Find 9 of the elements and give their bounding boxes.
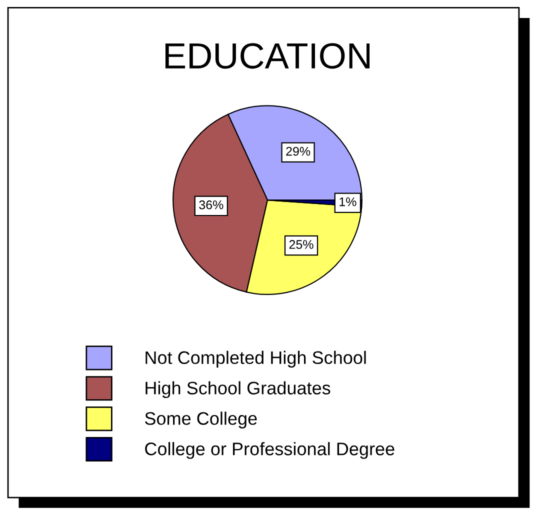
data-label: 29% (286, 146, 310, 156)
data-label: 25% (289, 240, 314, 249)
legend-label: Some College (145, 412, 257, 428)
chart-title: EDUCATION (165, 43, 370, 69)
data-label: 1% (340, 197, 356, 206)
legend-label: College or Professional Degree (145, 442, 394, 459)
data-label: 36% (199, 200, 224, 210)
legend-label: Not Completed High School (146, 350, 366, 368)
legend-label: High School Graduates (146, 381, 330, 398)
